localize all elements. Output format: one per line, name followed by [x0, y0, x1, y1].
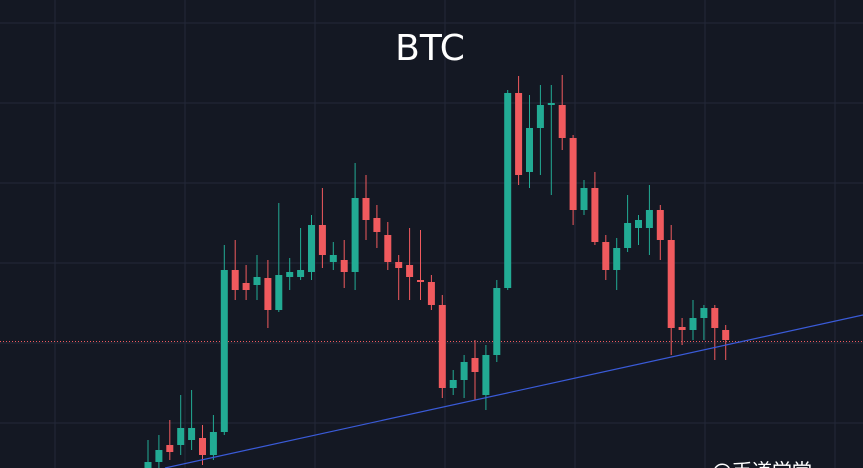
candle-body: [286, 272, 294, 277]
candle-body: [536, 105, 544, 128]
candle-body: [384, 235, 392, 262]
candle-body: [166, 445, 174, 452]
candle-body: [373, 218, 381, 232]
candle-body: [591, 188, 599, 242]
candle-body: [558, 105, 566, 138]
candle-body: [471, 358, 479, 372]
candle-body: [482, 355, 490, 395]
candle-body: [199, 438, 206, 455]
candle-body: [635, 220, 642, 228]
candle-body: [493, 288, 501, 355]
candle-body: [155, 450, 163, 462]
candle-body: [275, 275, 283, 310]
candle-body: [504, 93, 512, 288]
candle-body: [547, 103, 555, 105]
candle-body: [188, 428, 196, 440]
candle-body: [645, 210, 653, 228]
candle-body: [613, 248, 621, 270]
candle-body: [722, 330, 730, 340]
candle-body: [449, 380, 457, 388]
candle-body: [515, 93, 523, 175]
candle-body: [242, 283, 250, 290]
candle-body: [678, 327, 686, 330]
candles: [144, 75, 730, 468]
candle-body: [624, 223, 632, 248]
candle-body: [340, 260, 348, 272]
candle-body: [460, 362, 468, 380]
candle-body: [569, 138, 577, 210]
candle-body: [297, 270, 305, 277]
candle-body: [209, 432, 217, 455]
candle-body: [427, 282, 435, 305]
candle-body: [253, 277, 261, 285]
candle-body: [417, 280, 424, 282]
candle-body: [711, 308, 719, 328]
candle-body: [656, 210, 664, 240]
candle-body: [308, 225, 315, 272]
candle-body: [700, 308, 708, 318]
candle-body: [406, 265, 414, 277]
candle-body: [580, 188, 588, 210]
candle-body: [231, 270, 239, 290]
candle-body: [395, 262, 403, 268]
candle-body: [329, 255, 337, 262]
chart-title: BTC: [395, 28, 465, 69]
candle-body: [667, 240, 675, 328]
candle-body: [351, 198, 359, 272]
candle-body: [526, 128, 533, 172]
candle-body: [438, 305, 446, 388]
candle-body: [602, 242, 610, 270]
candle-body: [689, 318, 697, 330]
candle-body: [220, 270, 228, 432]
candle-body: [264, 278, 272, 310]
candle-body: [144, 462, 152, 468]
candle-body: [177, 428, 185, 445]
trendline: [164, 314, 863, 468]
watermark: @币道学堂: [712, 459, 812, 468]
candle-body: [362, 198, 370, 220]
candle-body: [318, 225, 326, 255]
